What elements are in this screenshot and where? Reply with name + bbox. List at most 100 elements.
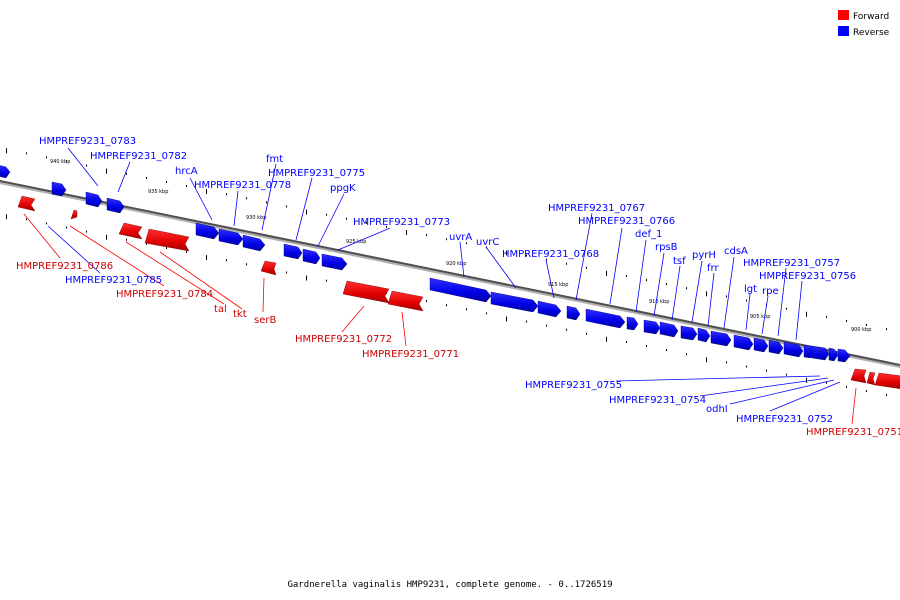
gene-cdsa[interactable]	[710, 330, 732, 347]
guide-dot	[826, 381, 827, 384]
gene-hrca[interactable]	[106, 197, 125, 214]
label-hmpref9231-0768: HMPREF9231_0768	[502, 249, 599, 260]
gene-hmpref9231-0786[interactable]	[17, 195, 36, 212]
forward-labels: HMPREF9231_0786 HMPREF9231_0784 tal tkt …	[16, 261, 900, 438]
gene-tal[interactable]	[118, 222, 143, 240]
gene-frr[interactable]	[697, 327, 711, 343]
guide-dot	[406, 230, 407, 236]
guide-dot	[106, 234, 107, 240]
guide-dot	[86, 164, 87, 167]
guide-dot	[586, 332, 587, 335]
guide-dot	[306, 275, 307, 281]
legend-forward-label: Forward	[853, 12, 889, 22]
label-hmpref9231-0767: HMPREF9231_0767	[548, 203, 645, 214]
gene-hmpref9231-0771[interactable]	[387, 290, 424, 312]
gene-uvrc[interactable]	[490, 291, 539, 313]
label-hmpref9231-0766: HMPREF9231_0766	[578, 216, 675, 227]
guide-dot	[746, 299, 747, 302]
gene-hmpref9231-0782[interactable]	[85, 191, 103, 208]
tick-label-910: 910 kbp	[649, 299, 669, 305]
guide-dot	[366, 221, 367, 224]
gene-tkt[interactable]	[144, 228, 190, 252]
label-ppgk: ppgK	[330, 183, 356, 194]
tick-label-915: 915 kbp	[548, 282, 568, 288]
guide-dot	[426, 300, 427, 303]
gene-hmpref9231-0773[interactable]	[321, 253, 348, 271]
gene-rpe[interactable]	[753, 337, 769, 353]
gene-hmpref9231-0767[interactable]	[566, 305, 581, 321]
gene-forward-edge-b[interactable]	[874, 372, 900, 389]
guide-dot	[146, 242, 147, 245]
gene-hmpref9231-0766[interactable]	[585, 308, 626, 329]
gene-hmpref9231-0775[interactable]	[242, 234, 266, 252]
genome-caption: Gardnerella vaginalis HMP9231, complete …	[287, 580, 612, 590]
label-tkt: tkt	[233, 309, 247, 320]
guide-dot	[526, 254, 527, 257]
guide-dot	[566, 262, 567, 265]
guide-dot	[166, 180, 167, 183]
guide-dot	[686, 287, 687, 290]
gene-lgt[interactable]	[733, 334, 754, 351]
gene-ppgk[interactable]	[283, 243, 303, 260]
guide-dot	[6, 148, 7, 154]
gene-serb[interactable]	[260, 260, 277, 276]
guide-dot	[46, 222, 47, 225]
gene-uvra[interactable]	[429, 277, 492, 303]
label-rpsb: rpsB	[655, 242, 678, 253]
guide-dot	[26, 218, 27, 221]
gene-hmpref9231-0768[interactable]	[537, 300, 562, 318]
guide-dot	[566, 328, 567, 331]
forward-genes	[17, 195, 900, 389]
label-lgt: lgt	[744, 284, 757, 295]
label-tsf: tsf	[673, 256, 686, 267]
gene-hmpref9231-0784[interactable]	[70, 209, 78, 220]
gene-hmpref9231-0757[interactable]	[768, 339, 784, 355]
guide-dot	[766, 369, 767, 372]
gene-forward-edge-a[interactable]	[866, 371, 876, 386]
guide-dot	[286, 205, 287, 208]
guide-dot	[546, 324, 547, 327]
guide-dot	[786, 307, 787, 310]
gene-odhi[interactable]	[828, 347, 839, 362]
guide-dot	[546, 258, 547, 261]
label-hmpref9231-0773: HMPREF9231_0773	[353, 217, 450, 228]
guide-dot	[286, 271, 287, 274]
gene-hmpref9231-0778[interactable]	[195, 222, 220, 240]
label-tal: tal	[214, 304, 227, 315]
gene-rpsb[interactable]	[643, 319, 661, 335]
tick-label-905: 905 kbp	[750, 314, 770, 320]
gene-pyrh[interactable]	[680, 325, 698, 341]
legend-forward-swatch	[838, 10, 849, 20]
label-pyrh: pyrH	[692, 250, 716, 261]
gene-reverse-edge[interactable]	[0, 165, 11, 179]
guide-dot	[506, 250, 507, 256]
guide-dot	[706, 357, 707, 363]
gene-hmpref9231-0754[interactable]	[811, 345, 830, 361]
label-hmpref9231-0784: HMPREF9231_0784	[116, 289, 213, 300]
tick-label-920: 920 kbp	[446, 261, 466, 267]
guide-dot	[266, 201, 267, 204]
gene-tsf[interactable]	[659, 321, 679, 338]
gene-hmpref9231-0772[interactable]	[342, 280, 390, 304]
legend-reverse-label: Reverse	[853, 28, 890, 38]
guide-dot	[626, 274, 627, 277]
label-leader-lines	[23, 147, 857, 425]
guide-dot	[646, 279, 647, 282]
gene-hmpref9231-0783[interactable]	[51, 181, 67, 197]
gene-hmpref9231-0752[interactable]	[837, 348, 851, 363]
label-def-1: def_1	[635, 229, 662, 240]
gene-hmpref9231-0751[interactable]	[850, 368, 867, 384]
legend: Forward Reverse	[838, 10, 890, 38]
guide-dot	[846, 385, 847, 388]
guide-dot	[66, 226, 67, 229]
guide-dot	[866, 390, 867, 393]
guide-dot	[426, 234, 427, 237]
gene-def-1[interactable]	[626, 316, 639, 331]
gene-ppgk-b[interactable]	[302, 248, 321, 265]
label-hmpref9231-0775: HMPREF9231_0775	[268, 168, 365, 179]
gene-fmt[interactable]	[218, 228, 244, 246]
sequence-backbone	[0, 179, 900, 369]
gene-hmpref9231-0756[interactable]	[783, 341, 804, 358]
reverse-labels: HMPREF9231_0783 HMPREF9231_0782 hrcA fmt…	[39, 136, 856, 425]
